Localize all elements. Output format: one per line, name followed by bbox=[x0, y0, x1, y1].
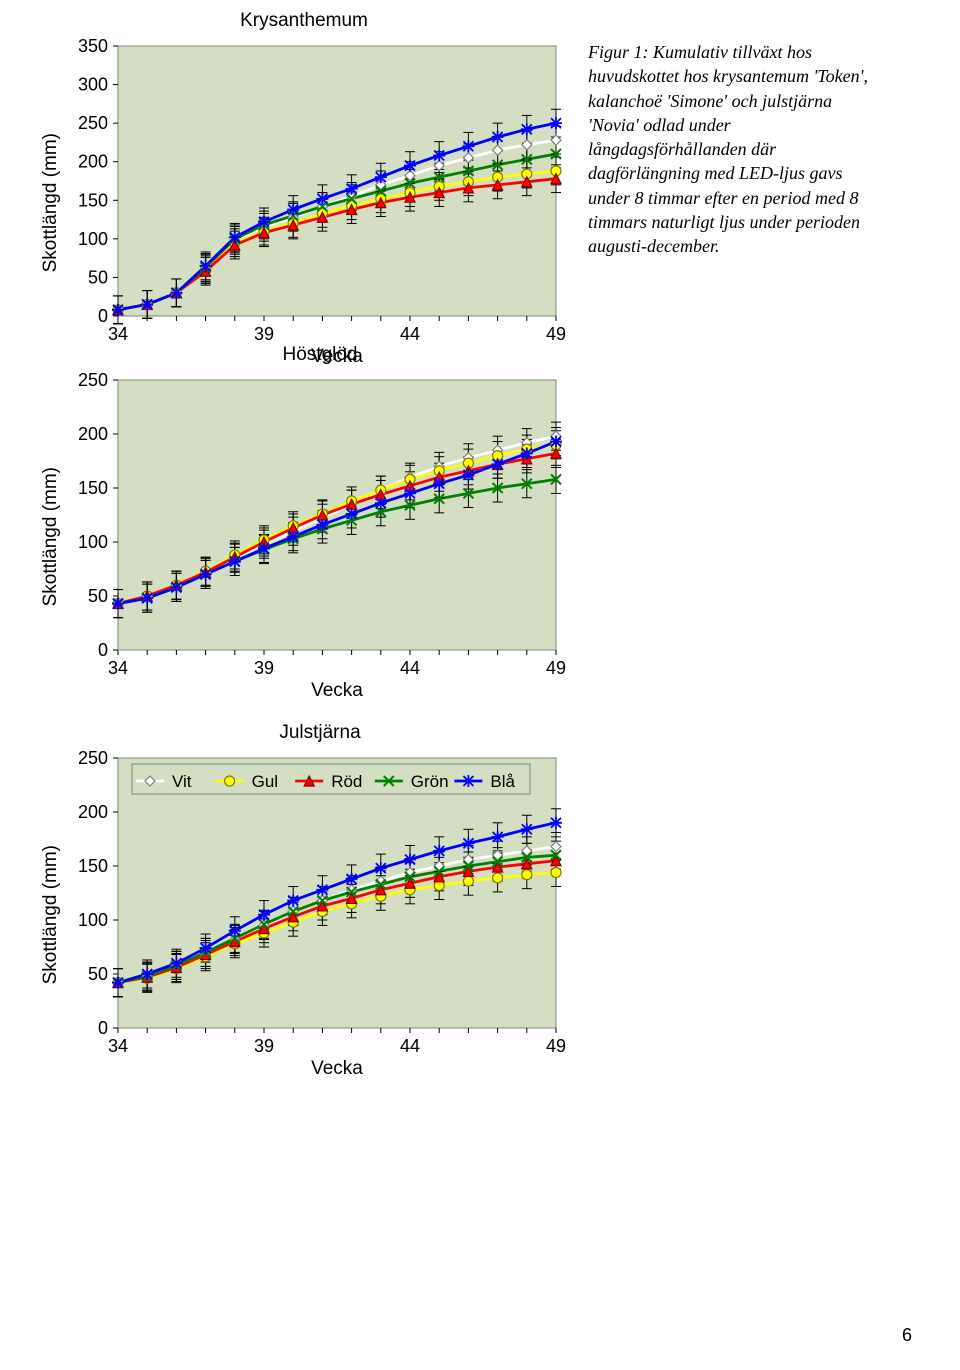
svg-text:34: 34 bbox=[108, 658, 128, 678]
svg-text:39: 39 bbox=[254, 1036, 274, 1056]
svg-text:200: 200 bbox=[78, 152, 108, 172]
page-number: 6 bbox=[902, 1325, 912, 1346]
svg-text:34: 34 bbox=[108, 324, 128, 344]
svg-text:34: 34 bbox=[108, 1036, 128, 1056]
svg-text:44: 44 bbox=[400, 658, 420, 678]
svg-text:39: 39 bbox=[254, 324, 274, 344]
svg-text:200: 200 bbox=[78, 424, 108, 444]
svg-text:50: 50 bbox=[88, 267, 108, 287]
chart-title-krysanthemum: Krysanthemum bbox=[40, 10, 568, 34]
svg-text:49: 49 bbox=[546, 658, 566, 678]
y-axis-label-2: Skottlängd (mm) bbox=[40, 467, 62, 606]
chart-krysanthemum-block: Krysanthemum Skottlängd (mm) 0 50 100 150 20… bbox=[40, 10, 568, 368]
svg-text:150: 150 bbox=[78, 190, 108, 210]
svg-text:250: 250 bbox=[78, 113, 108, 133]
svg-text:100: 100 bbox=[78, 910, 108, 930]
svg-text:Vecka: Vecka bbox=[311, 680, 363, 701]
figure-caption: Figur 1: Kumulativ tillväxt hos huvudsko… bbox=[588, 40, 878, 259]
svg-text:0: 0 bbox=[98, 1018, 108, 1038]
chart-hostglod: 0 50 100 150 200 250 34 39 44 49 Vecka bbox=[68, 372, 568, 702]
svg-text:50: 50 bbox=[88, 964, 108, 984]
page: Krysanthemum Skottlängd (mm) 0 50 100 150 20… bbox=[0, 0, 960, 1370]
svg-text:200: 200 bbox=[78, 802, 108, 822]
svg-text:Vit: Vit bbox=[172, 772, 192, 791]
chart-julstjarna: 0 50 100 150 200 250 34 39 44 49 Vecka Vit Gul Röd Grö… bbox=[68, 750, 568, 1080]
svg-text:100: 100 bbox=[78, 532, 108, 552]
svg-text:300: 300 bbox=[78, 75, 108, 95]
svg-text:Grön: Grön bbox=[411, 772, 449, 791]
svg-text:Vecka: Vecka bbox=[311, 1058, 363, 1079]
svg-text:100: 100 bbox=[78, 229, 108, 249]
chart-julstjarna-block: Julstjärna Skottlängd (mm) 0 50 100 150 200 2… bbox=[40, 722, 920, 1080]
y-axis-label-3: Skottlängd (mm) bbox=[40, 845, 62, 984]
svg-text:44: 44 bbox=[400, 324, 420, 344]
svg-text:250: 250 bbox=[78, 750, 108, 768]
svg-text:44: 44 bbox=[400, 1036, 420, 1056]
svg-text:150: 150 bbox=[78, 478, 108, 498]
chart-title-julstjarna: Julstjärna bbox=[40, 722, 600, 746]
chart-krysanthemum: 05010015020025030035034394449Vecka bbox=[68, 38, 568, 368]
svg-text:50: 50 bbox=[88, 586, 108, 606]
svg-text:0: 0 bbox=[98, 640, 108, 660]
svg-text:Röd: Röd bbox=[331, 772, 362, 791]
svg-text:150: 150 bbox=[78, 856, 108, 876]
svg-text:49: 49 bbox=[546, 1036, 566, 1056]
svg-text:0: 0 bbox=[98, 306, 108, 326]
svg-text:250: 250 bbox=[78, 372, 108, 390]
svg-text:49: 49 bbox=[546, 324, 566, 344]
svg-text:Gul: Gul bbox=[252, 772, 278, 791]
chart-hostglod-block: Höstglöd Skottlängd (mm) 050100150200250… bbox=[40, 344, 920, 702]
svg-text:Blå: Blå bbox=[490, 772, 515, 791]
svg-text:350: 350 bbox=[78, 38, 108, 56]
svg-text:39: 39 bbox=[254, 658, 274, 678]
y-axis-label-1: Skottlängd (mm) bbox=[40, 133, 62, 272]
top-row: Krysanthemum Skottlängd (mm) 0 50 100 150 20… bbox=[40, 10, 920, 368]
